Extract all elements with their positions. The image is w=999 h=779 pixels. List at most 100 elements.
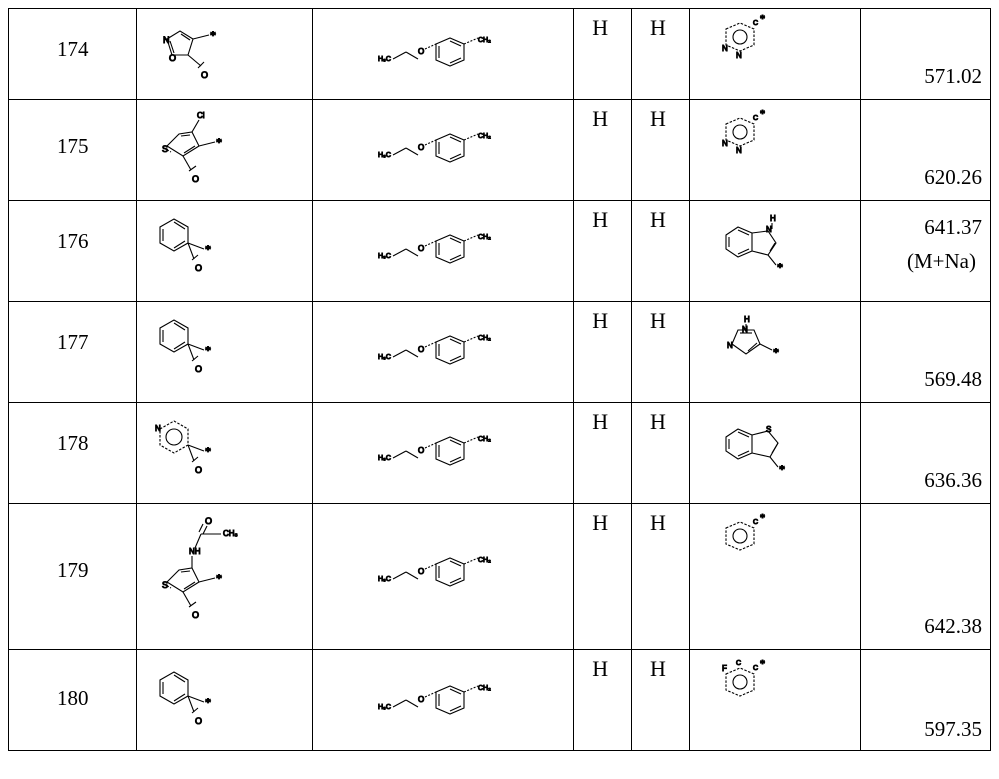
svg-text:*: *: [210, 28, 216, 42]
value-text: 620.26: [924, 165, 982, 190]
h1-text: H: [592, 15, 608, 41]
svg-text:O: O: [195, 716, 202, 726]
struct3-cell: F C C *: [689, 650, 860, 751]
pyridine-aldehyde-icon: N * O: [137, 403, 312, 501]
row-id-cell: 175: [9, 100, 137, 201]
value-text: 569.48: [924, 367, 982, 392]
svg-text:C: C: [753, 519, 758, 526]
struct3-cell: C *: [689, 504, 860, 650]
row-id-cell: 177: [9, 302, 137, 403]
svg-text:N: N: [155, 424, 161, 433]
svg-text:N: N: [766, 225, 772, 234]
row-id-cell: 176: [9, 201, 137, 302]
svg-text:N: N: [742, 325, 748, 334]
struct1-cell: Cl S * O: [137, 100, 313, 201]
h1-text: H: [592, 106, 608, 132]
svg-text:CH₃: CH₃: [223, 529, 238, 538]
ethoxybenzyl-icon: [313, 403, 573, 501]
struct2-cell: [313, 302, 574, 403]
svg-text:*: *: [760, 659, 765, 670]
struct2-cell: [313, 9, 574, 100]
struct2-cell: [313, 403, 574, 504]
struct3-cell: S *: [689, 403, 860, 504]
row-id: 174: [57, 37, 89, 62]
row-id: 176: [57, 229, 89, 254]
h2-cell: H: [632, 100, 690, 201]
benzaldehyde-icon: * O: [137, 201, 312, 299]
svg-text:*: *: [205, 444, 211, 458]
h2-cell: H: [632, 650, 690, 751]
row-id: 178: [57, 431, 89, 456]
h1-cell: H: [574, 302, 632, 403]
struct3-cell: H N *: [689, 201, 860, 302]
h1-cell: H: [574, 403, 632, 504]
value-cell: 641.37 (M+Na): [860, 201, 990, 302]
h1-cell: H: [574, 9, 632, 100]
svg-text:Cl: Cl: [197, 111, 205, 120]
h2-text: H: [650, 308, 666, 334]
svg-text:C: C: [753, 665, 758, 672]
h1-cell: H: [574, 650, 632, 751]
struct2-cell: [313, 650, 574, 751]
ethoxybenzyl-icon: [313, 100, 573, 198]
struct1-cell: N * O: [137, 403, 313, 504]
chlorothiophene-aldehyde-icon: Cl S * O: [137, 100, 312, 198]
row-id-cell: 178: [9, 403, 137, 504]
h1-text: H: [592, 656, 608, 682]
ethoxybenzyl-icon: [313, 650, 573, 748]
h1-text: H: [592, 207, 608, 233]
svg-text:F: F: [722, 664, 727, 673]
row-id: 180: [57, 686, 89, 711]
compound-table: 174 N O * O: [8, 8, 991, 751]
h2-text: H: [650, 409, 666, 435]
h2-text: H: [650, 656, 666, 682]
struct1-cell: * O: [137, 650, 313, 751]
phenyl-icon: C *: [690, 504, 860, 647]
svg-text:*: *: [760, 14, 765, 25]
struct1-cell: * O: [137, 201, 313, 302]
value-cell: 597.35: [860, 650, 990, 751]
svg-text:C: C: [753, 115, 758, 122]
benzothiophenyl-icon: S *: [690, 403, 860, 501]
svg-text:H: H: [770, 214, 776, 223]
value-text: 571.02: [924, 64, 982, 89]
svg-text:S: S: [766, 425, 771, 434]
svg-text:O: O: [192, 174, 199, 184]
svg-text:N: N: [736, 146, 742, 155]
h2-text: H: [650, 510, 666, 536]
row-id-cell: 180: [9, 650, 137, 751]
h1-cell: H: [574, 201, 632, 302]
struct1-cell: * O: [137, 302, 313, 403]
h2-cell: H: [632, 9, 690, 100]
struct1-cell: N O * O: [137, 9, 313, 100]
svg-text:*: *: [760, 513, 765, 524]
svg-text:*: *: [205, 695, 211, 709]
svg-text:O: O: [201, 70, 208, 80]
svg-text:NH: NH: [189, 547, 201, 556]
ethoxybenzyl-icon: [313, 302, 573, 400]
value-text: 636.36: [924, 468, 982, 493]
indolyl-icon: H N *: [690, 201, 860, 299]
svg-text:N: N: [727, 341, 733, 350]
value-text: 641.37: [924, 215, 982, 240]
pyridazinyl-icon: N N C *: [690, 9, 860, 97]
h1-text: H: [592, 510, 608, 536]
svg-text:O: O: [195, 364, 202, 374]
value-cell: 620.26: [860, 100, 990, 201]
value-note: (M+Na): [907, 249, 976, 274]
value-cell: 569.48: [860, 302, 990, 403]
svg-text:N: N: [163, 35, 170, 45]
svg-text:O: O: [192, 610, 199, 620]
table-row: 178 N * O H: [9, 403, 991, 504]
svg-text:C: C: [736, 660, 741, 667]
table-row: 179 O CH₃ NH S: [9, 504, 991, 650]
h1-text: H: [592, 308, 608, 334]
svg-text:*: *: [777, 260, 783, 274]
acetamido-thiophene-aldehyde-icon: O CH₃ NH S * O: [137, 504, 312, 647]
svg-text:*: *: [760, 109, 765, 120]
h2-cell: H: [632, 201, 690, 302]
ethoxybenzyl-icon: [313, 504, 573, 647]
svg-text:*: *: [216, 571, 222, 585]
table-row: 174 N O * O: [9, 9, 991, 100]
svg-text:*: *: [205, 242, 211, 256]
